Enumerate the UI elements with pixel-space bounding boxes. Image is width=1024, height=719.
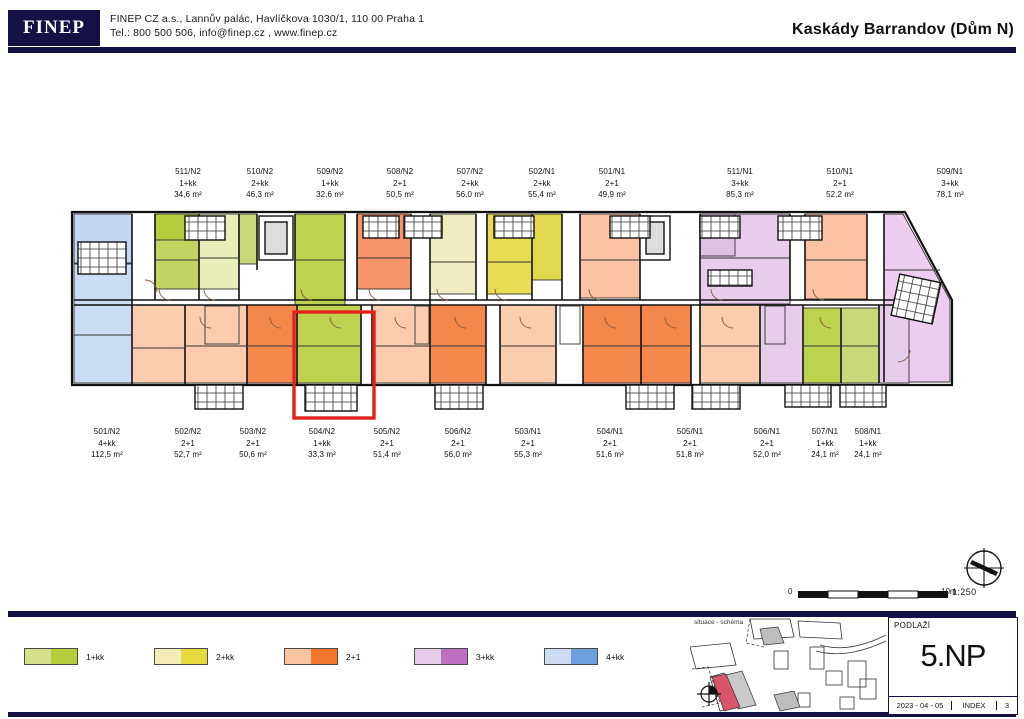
unit-label-top-0: 511/N2 1+kk 34,6 m² xyxy=(174,167,202,199)
legend-swatch-light xyxy=(545,649,571,664)
title-block-footer: 2023 - 04 - 05 INDEX 3 xyxy=(889,696,1017,714)
title-block: PODLAŽÍ 5.NP 2023 - 04 - 05 INDEX 3 xyxy=(888,617,1018,715)
legend-item-2kk: 2+kk xyxy=(154,648,234,665)
legend-swatch-light xyxy=(285,649,311,664)
legend-swatch-light xyxy=(25,649,51,664)
unit-label-top-3: 508/N2 2+1 50,5 m² xyxy=(386,167,414,199)
unit-label-bottom-9: 506/N1 2+1 52,0 m² xyxy=(753,427,781,459)
legend-item-2plus1: 2+1 xyxy=(284,648,360,665)
unit-label-top-1: 510/N2 2+kk 46,3 m² xyxy=(246,167,274,199)
floor-plan-drawing xyxy=(70,210,954,420)
unit-label-bottom-6: 503/N1 2+1 55,3 m² xyxy=(514,427,542,459)
scale-start-label: 0 xyxy=(788,587,793,596)
legend-label-3kk: 3+kk xyxy=(476,651,495,662)
legend-label-4kk: 4+kk xyxy=(606,651,625,662)
legend-label-2plus1: 2+1 xyxy=(346,651,361,662)
company-contact: Tel.: 800 500 506, info@finep.cz , www.f… xyxy=(110,27,338,39)
situation-caption: situace - schéma xyxy=(694,619,744,626)
unit-label-top-8: 510/N1 2+1 52,2 m² xyxy=(826,167,854,199)
unit-label-bottom-5: 506/N2 2+1 56,0 m² xyxy=(444,427,472,459)
legend-swatch-1kk xyxy=(24,648,78,665)
legend-swatch-dark xyxy=(441,649,467,664)
index-value: 3 xyxy=(996,701,1017,710)
situation-map: situace - schéma xyxy=(689,617,888,713)
legend-label-2kk: 2+kk xyxy=(216,651,235,662)
legend-swatch-3kk xyxy=(414,648,468,665)
legend-swatch-2kk xyxy=(154,648,208,665)
unit-label-top-2: 509/N2 1+kk 32,6 m² xyxy=(316,167,344,199)
unit-label-top-9: 509/N1 3+kk 78,1 m² xyxy=(936,167,964,199)
legend-swatch-light xyxy=(155,649,181,664)
legend-swatch-dark xyxy=(571,649,597,664)
legend-swatch-2plus1 xyxy=(284,648,338,665)
unit-label-bottom-11: 508/N1 1+kk 24,1 m² xyxy=(854,427,882,459)
unit-label-bottom-7: 504/N1 2+1 51,6 m² xyxy=(596,427,624,459)
logo-text: FINEP xyxy=(23,17,85,38)
unit-label-bottom-0: 501/N2 4+kk 112,5 m² xyxy=(91,427,123,459)
unit-label-top-5: 502/N1 2+kk 55,4 m² xyxy=(528,167,556,199)
legend-swatch-dark xyxy=(311,649,337,664)
footer-divider-top xyxy=(8,611,1016,617)
compass-rose: S xyxy=(964,548,1004,588)
legend-item-3kk: 3+kk xyxy=(414,648,494,665)
scale-bar: 0 10m xyxy=(788,587,957,602)
scale-end-label: 10m xyxy=(941,587,957,596)
floor-number: 5.NP xyxy=(920,638,987,673)
unit-label-bottom-4: 505/N2 2+1 51,4 m² xyxy=(373,427,401,459)
legend: 1+kk 2+kk 2+1 3+kk 4+kk xyxy=(24,648,624,678)
room-partitions xyxy=(74,257,940,349)
unit-label-bottom-3: 504/N2 1+kk 33,3 m² xyxy=(308,427,336,459)
header-divider xyxy=(8,47,1016,53)
apartment-color-blocks xyxy=(73,213,951,384)
situation-drawing xyxy=(689,618,887,712)
finep-logo: FINEP xyxy=(8,10,100,46)
floor-plan: 511/N2 1+kk 34,6 m² 510/N2 2+kk 46,3 m² … xyxy=(0,150,1024,480)
legend-swatch-4kk xyxy=(544,648,598,665)
legend-item-4kk: 4+kk xyxy=(544,648,624,665)
drawing-date: 2023 - 04 - 05 xyxy=(896,701,944,710)
unit-label-top-4: 507/N2 2+kk 56,0 m² xyxy=(456,167,484,199)
scale-ratio: 1:250 xyxy=(952,587,977,597)
index-label: INDEX xyxy=(951,701,996,710)
unit-label-bottom-10: 507/N1 1+kk 24,1 m² xyxy=(811,427,839,459)
company-info: FINEP CZ a.s., Lannův palác, Havlíčkova … xyxy=(110,12,424,40)
legend-swatch-dark xyxy=(181,649,207,664)
situation-compass-icon xyxy=(697,682,721,706)
highlighted-unit-504-N2[interactable] xyxy=(292,310,376,420)
company-address: FINEP CZ a.s., Lannův palác, Havlíčkova … xyxy=(110,13,425,25)
page-header: FINEP FINEP CZ a.s., Lannův palác, Havlí… xyxy=(0,0,1024,53)
door-swings xyxy=(144,279,911,363)
balconies xyxy=(77,215,942,412)
unit-label-top-6: 501/N1 2+1 49,9 m² xyxy=(598,167,626,199)
project-title: Kaskády Barrandov (Dům N) xyxy=(792,21,1014,38)
footer-divider-bottom xyxy=(8,712,1016,717)
unit-label-top-7: 511/N1 3+kk 85,3 m² xyxy=(726,167,754,199)
compass-north-label: S xyxy=(989,569,994,576)
floor-label: PODLAŽÍ xyxy=(894,621,931,630)
legend-item-1kk: 1+kk xyxy=(24,648,104,665)
legend-swatch-dark xyxy=(51,649,77,664)
legend-label-1kk: 1+kk xyxy=(86,651,105,662)
unit-label-bottom-2: 503/N2 2+1 50,6 m² xyxy=(239,427,267,459)
unit-label-bottom-8: 505/N1 2+1 51,8 m² xyxy=(676,427,704,459)
unit-label-bottom-1: 502/N2 2+1 52,7 m² xyxy=(174,427,202,459)
legend-swatch-light xyxy=(415,649,441,664)
